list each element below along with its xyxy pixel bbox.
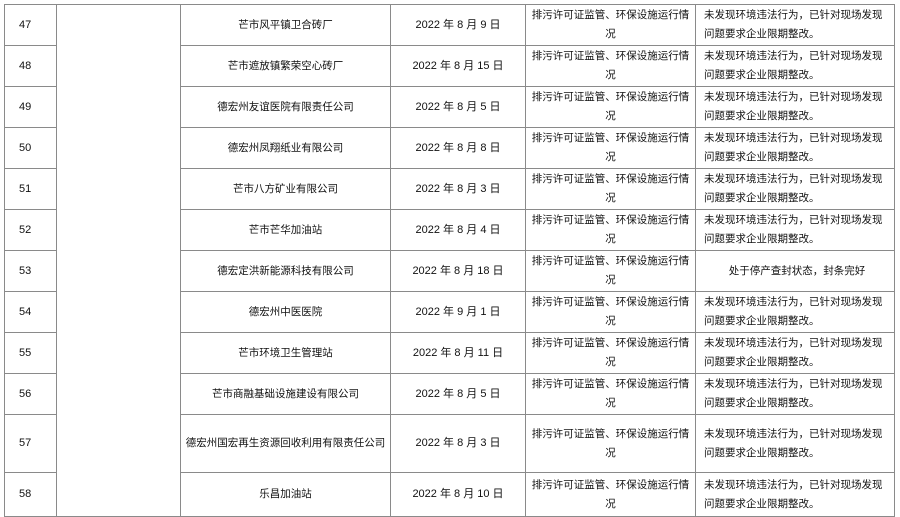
row-number: 56 <box>4 373 57 415</box>
inspection-date: 2022 年 8 月 3 日 <box>390 414 526 473</box>
inspection-content: 排污许可证监管、环保设施运行情况 <box>525 291 696 333</box>
inspection-result: 未发现环境违法行为，已针对现场发现问题要求企业限期整改。 <box>695 291 895 333</box>
inspection-content: 排污许可证监管、环保设施运行情况 <box>525 86 696 128</box>
inspection-result: 未发现环境违法行为，已针对现场发现问题要求企业限期整改。 <box>695 168 895 210</box>
inspection-result: 未发现环境违法行为，已针对现场发现问题要求企业限期整改。 <box>695 472 895 517</box>
company-name: 芒市环境卫生管理站 <box>180 332 391 374</box>
inspection-result: 未发现环境违法行为，已针对现场发现问题要求企业限期整改。 <box>695 209 895 251</box>
inspection-date: 2022 年 8 月 5 日 <box>390 86 526 128</box>
row-number: 52 <box>4 209 57 251</box>
row-number: 57 <box>4 414 57 473</box>
row-number: 47 <box>4 4 57 46</box>
row-number: 53 <box>4 250 57 292</box>
company-name: 乐昌加油站 <box>180 472 391 517</box>
table-row: 58 乐昌加油站 2022 年 8 月 10 日排污许可证监管、环保设施运行情况 未发… <box>4 472 895 517</box>
row-number: 50 <box>4 127 57 169</box>
inspection-content: 排污许可证监管、环保设施运行情况 <box>525 168 696 210</box>
inspection-result: 未发现环境违法行为，已针对现场发现问题要求企业限期整改。 <box>695 414 895 473</box>
inspection-content: 排污许可证监管、环保设施运行情况 <box>525 373 696 415</box>
table-wrap: 47 芒市风平镇卫合砖厂 2022 年 8 月 9 日排污许可证监管、环保设施运行情… <box>4 4 895 517</box>
inspection-result: 未发现环境违法行为，已针对现场发现问题要求企业限期整改。 <box>695 45 895 87</box>
row-number: 48 <box>4 45 57 87</box>
company-name: 德宏定洪新能源科技有限公司 <box>180 250 391 292</box>
inspection-date: 2022 年 8 月 18 日 <box>390 250 526 292</box>
row-number: 49 <box>4 86 57 128</box>
row-number: 51 <box>4 168 57 210</box>
inspection-result: 未发现环境违法行为，已针对现场发现问题要求企业限期整改。 <box>695 127 895 169</box>
inspection-content: 排污许可证监管、环保设施运行情况 <box>525 472 696 517</box>
table-row: 57 德宏州国宏再生资源回收利用有限责任公司 2022 年 8 月 3 日排污许可证… <box>4 414 895 473</box>
inspection-content: 排污许可证监管、环保设施运行情况 <box>525 250 696 292</box>
merged-cell <box>56 4 181 517</box>
inspection-content: 排污许可证监管、环保设施运行情况 <box>525 209 696 251</box>
table-row: 51 芒市八方矿业有限公司 2022 年 8 月 3 日排污许可证监管、环保设施运行… <box>4 168 895 210</box>
inspection-content: 排污许可证监管、环保设施运行情况 <box>525 414 696 473</box>
table-row: 56 芒市商融基础设施建设有限公司 2022 年 8 月 5 日排污许可证监管、环保… <box>4 373 895 415</box>
table-row: 55 芒市环境卫生管理站 2022 年 8 月 11 日排污许可证监管、环保设施运行… <box>4 332 895 374</box>
company-name: 芒市商融基础设施建设有限公司 <box>180 373 391 415</box>
inspection-date: 2022 年 8 月 8 日 <box>390 127 526 169</box>
inspection-result: 未发现环境违法行为，已针对现场发现问题要求企业限期整改。 <box>695 332 895 374</box>
table-row: 50 德宏州凤翔纸业有限公司 2022 年 8 月 8 日排污许可证监管、环保设施运… <box>4 127 895 169</box>
company-name: 德宏州凤翔纸业有限公司 <box>180 127 391 169</box>
inspection-date: 2022 年 8 月 11 日 <box>390 332 526 374</box>
inspection-date: 2022 年 9 月 1 日 <box>390 291 526 333</box>
inspection-content: 排污许可证监管、环保设施运行情况 <box>525 45 696 87</box>
company-name: 芒市遮放镇繁荣空心砖厂 <box>180 45 391 87</box>
inspection-date: 2022 年 8 月 5 日 <box>390 373 526 415</box>
inspection-date: 2022 年 8 月 3 日 <box>390 168 526 210</box>
inspection-date: 2022 年 8 月 4 日 <box>390 209 526 251</box>
row-number: 58 <box>4 472 57 517</box>
inspection-result: 未发现环境违法行为，已针对现场发现问题要求企业限期整改。 <box>695 4 895 46</box>
company-name: 芒市八方矿业有限公司 <box>180 168 391 210</box>
inspection-result: 未发现环境违法行为，已针对现场发现问题要求企业限期整改。 <box>695 373 895 415</box>
table-row: 47 芒市风平镇卫合砖厂 2022 年 8 月 9 日排污许可证监管、环保设施运行情… <box>4 4 895 517</box>
inspection-content: 排污许可证监管、环保设施运行情况 <box>525 4 696 46</box>
table-body: 47 芒市风平镇卫合砖厂 2022 年 8 月 9 日排污许可证监管、环保设施运行情… <box>4 4 895 517</box>
company-name: 芒市芒华加油站 <box>180 209 391 251</box>
table-row: 48 芒市遮放镇繁荣空心砖厂 2022 年 8 月 15 日排污许可证监管、环保设施… <box>4 45 895 87</box>
inspection-content: 排污许可证监管、环保设施运行情况 <box>525 127 696 169</box>
row-number: 55 <box>4 332 57 374</box>
row-number: 54 <box>4 291 57 333</box>
inspection-result: 处于停产查封状态，封条完好 <box>695 250 895 292</box>
inspection-content: 排污许可证监管、环保设施运行情况 <box>525 332 696 374</box>
company-name: 德宏州友谊医院有限责任公司 <box>180 86 391 128</box>
table-row: 54 德宏州中医医院 2022 年 9 月 1 日排污许可证监管、环保设施运行情况未… <box>4 291 895 333</box>
company-name: 德宏州中医医院 <box>180 291 391 333</box>
inspection-table: 47 芒市风平镇卫合砖厂 2022 年 8 月 9 日排污许可证监管、环保设施运行情… <box>4 4 895 517</box>
company-name: 德宏州国宏再生资源回收利用有限责任公司 <box>180 414 391 473</box>
inspection-date: 2022 年 8 月 15 日 <box>390 45 526 87</box>
inspection-result: 未发现环境违法行为，已针对现场发现问题要求企业限期整改。 <box>695 86 895 128</box>
company-name: 芒市风平镇卫合砖厂 <box>180 4 391 46</box>
table-row: 53 德宏定洪新能源科技有限公司 2022 年 8 月 18 日排污许可证监管、环保… <box>4 250 895 292</box>
inspection-date: 2022 年 8 月 10 日 <box>390 472 526 517</box>
inspection-date: 2022 年 8 月 9 日 <box>390 4 526 46</box>
